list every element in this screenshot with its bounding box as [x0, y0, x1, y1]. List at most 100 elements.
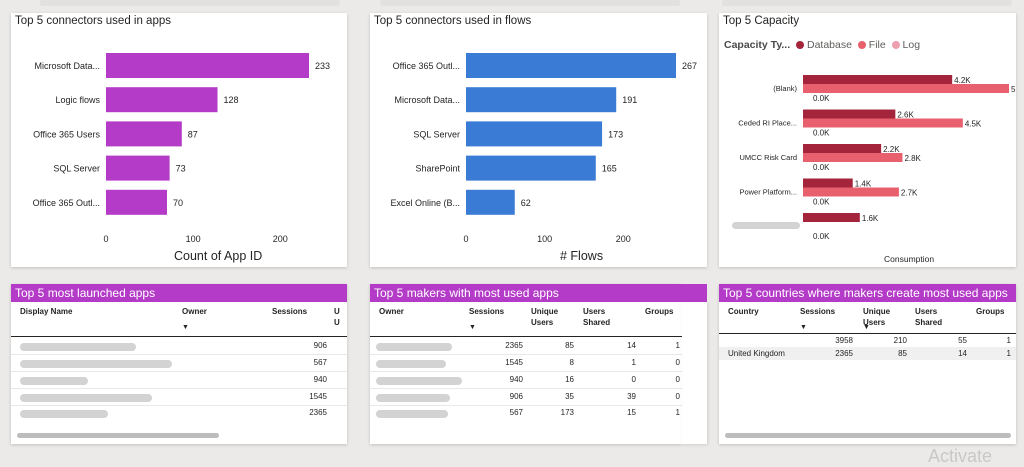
- data-label: 4.5K: [965, 120, 982, 129]
- countries-title: Top 5 countries where makers create most…: [723, 286, 1008, 300]
- cell-sessions: 1545: [505, 358, 523, 367]
- makers-table[interactable]: Top 5 makers with most used apps Owner S…: [370, 284, 682, 444]
- cell-users-shared: 14: [958, 349, 967, 358]
- row-divider: [370, 388, 682, 389]
- row-highlight[interactable]: [719, 347, 1016, 360]
- bar-file: [803, 84, 1009, 93]
- bar-file: [803, 153, 903, 162]
- row-divider: [370, 371, 682, 372]
- row-divider: [370, 405, 682, 406]
- connectors-apps-card[interactable]: Top 5 connectors used in apps Microsoft …: [11, 13, 347, 267]
- legend-database-label[interactable]: Database: [806, 39, 852, 51]
- launched-apps-title: Top 5 most launched apps: [15, 286, 156, 300]
- bar: [106, 87, 218, 113]
- col-sessions[interactable]: Sessions: [272, 307, 308, 316]
- col-unique-users[interactable]: Unique Users: [531, 307, 559, 327]
- data-label: 0.0K: [813, 198, 830, 207]
- header-divider: [11, 336, 347, 337]
- category-label: Logic flows: [55, 95, 100, 105]
- bar: [466, 121, 603, 147]
- category-label: Ceded RI Place...: [738, 119, 797, 128]
- bar-file: [803, 118, 963, 128]
- card-edge-above: [722, 0, 1012, 6]
- col-groups[interactable]: Groups: [976, 307, 1005, 316]
- redacted-display-name: [20, 410, 108, 418]
- data-label: 191: [622, 95, 637, 105]
- data-label: 70: [173, 198, 183, 208]
- card-edge-above: [40, 0, 340, 6]
- col-owner[interactable]: Owner: [182, 307, 207, 316]
- cell-groups: 0: [675, 392, 680, 401]
- cell-sessions: 1545: [309, 392, 327, 401]
- category-label: UMCC Risk Card: [739, 153, 797, 162]
- category-label: SQL Server: [53, 164, 100, 174]
- legend-file-marker[interactable]: [857, 41, 866, 49]
- cell-country: United Kingdom: [728, 349, 785, 358]
- sort-desc-icon[interactable]: ▼: [469, 324, 476, 331]
- legend-log-label[interactable]: Log: [902, 39, 921, 51]
- capacity-legend-title: Capacity Ty...: [724, 39, 791, 51]
- cell-sessions: 2365: [505, 341, 523, 350]
- tick-label: 0: [463, 234, 468, 244]
- makers-header-extension: [682, 284, 707, 302]
- col-users-shared[interactable]: Users Shared: [915, 307, 943, 327]
- header-divider: [719, 333, 1016, 334]
- category-label: Office 365 Outl...: [393, 61, 460, 71]
- tick-label: 200: [616, 234, 631, 244]
- tick-label: 0: [103, 234, 108, 244]
- redacted-display-name: [20, 360, 172, 368]
- bar-database: [803, 178, 853, 188]
- redacted-owner: [376, 410, 448, 418]
- bar: [106, 189, 167, 215]
- redacted-display-name: [20, 343, 136, 351]
- bar: [106, 121, 182, 147]
- col-unique-users-truncated[interactable]: U U: [334, 307, 340, 327]
- connectors-flows-card[interactable]: Top 5 connectors used in flows Office 36…: [370, 13, 707, 267]
- horizontal-scrollbar[interactable]: [17, 433, 219, 438]
- redacted-owner: [376, 343, 452, 351]
- cell-unique-users: 85: [898, 349, 907, 358]
- connectors-flows-chart: Office 365 Outl... 267 Microsoft Data... 19…: [390, 53, 697, 244]
- makers-title: Top 5 makers with most used apps: [374, 286, 559, 300]
- data-label: 2.8K: [904, 154, 921, 163]
- cell-sessions: 3958: [835, 336, 853, 345]
- category-label: SQL Server: [413, 129, 460, 139]
- category-label: Power Platform...: [739, 188, 797, 197]
- sort-desc-icon[interactable]: ▼: [800, 324, 807, 331]
- category-label: Microsoft Data...: [394, 95, 460, 105]
- legend-database-marker[interactable]: [796, 41, 805, 49]
- cell-unique-users: 35: [565, 392, 574, 401]
- connectors-apps-chart: Microsoft Data... 233 Logic flows 128 Office…: [33, 53, 330, 244]
- data-label: 267: [682, 61, 697, 71]
- legend-file-label[interactable]: File: [868, 39, 886, 51]
- makers-header: Top 5 makers with most used apps: [370, 284, 682, 302]
- horizontal-scrollbar[interactable]: [725, 433, 1011, 438]
- data-label: 128: [224, 95, 239, 105]
- col-users-shared[interactable]: Users Shared: [583, 307, 611, 327]
- cell-groups: 1: [1006, 336, 1011, 345]
- countries-table[interactable]: Top 5 countries where makers create most…: [719, 284, 1016, 444]
- col-display-name[interactable]: Display Name: [20, 307, 73, 316]
- launched-apps-table[interactable]: Top 5 most launched apps Display Name Ow…: [11, 284, 347, 444]
- row-divider: [11, 371, 347, 372]
- col-country[interactable]: Country: [728, 307, 759, 316]
- cell-sessions: 940: [509, 375, 523, 384]
- cell-users-shared: 39: [627, 392, 636, 401]
- bar-database: [803, 144, 882, 153]
- col-unique-users[interactable]: Unique Users: [863, 307, 891, 327]
- col-groups[interactable]: Groups: [645, 307, 674, 316]
- sort-desc-icon[interactable]: ▼: [182, 324, 189, 331]
- col-sessions[interactable]: Sessions: [800, 307, 836, 316]
- bar-database: [803, 75, 953, 84]
- bar: [106, 53, 309, 78]
- col-sessions[interactable]: Sessions: [469, 307, 505, 316]
- sort-desc-icon[interactable]: ▼: [863, 324, 870, 331]
- cell-groups: 1: [675, 408, 680, 417]
- connectors-apps-axis-title: Count of App ID: [174, 249, 263, 263]
- legend-log-marker[interactable]: [891, 41, 900, 49]
- col-owner[interactable]: Owner: [379, 307, 404, 316]
- data-label: 73: [176, 164, 186, 174]
- connectors-flows-axis-title: # Flows: [560, 249, 604, 263]
- capacity-card[interactable]: Top 5 Capacity Capacity Ty... Database F…: [719, 13, 1016, 267]
- category-label: Microsoft Data...: [34, 61, 100, 71]
